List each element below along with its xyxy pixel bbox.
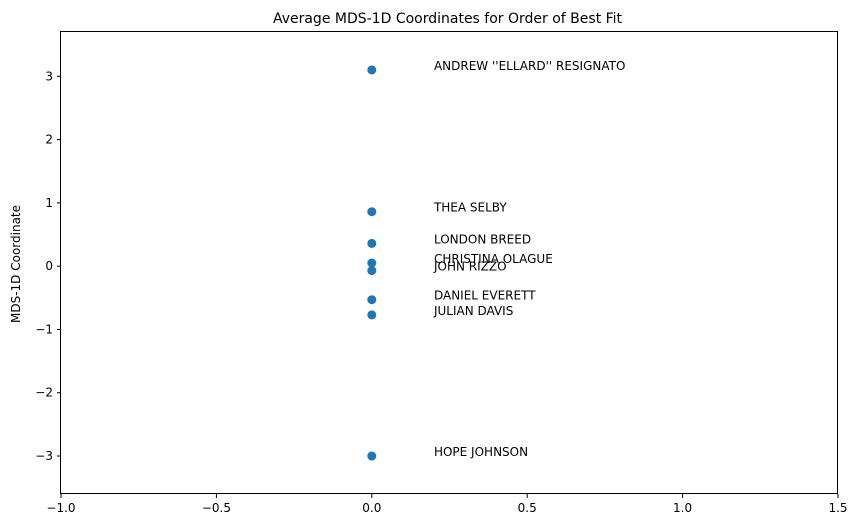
- x-tick-label: 0.0: [362, 501, 381, 515]
- data-point: [367, 295, 377, 305]
- x-tick-label: 0.5: [518, 501, 537, 515]
- x-tick-label: −1.0: [46, 501, 75, 515]
- data-point: [367, 310, 377, 320]
- y-tick-label: 3: [45, 69, 53, 83]
- x-axis: −1.0 −0.5 0.0 0.5 1.0 1.5: [46, 494, 848, 515]
- data-point: [367, 258, 377, 268]
- x-tick-label: −0.5: [202, 501, 231, 515]
- point-label: JULIAN DAVIS: [433, 304, 513, 318]
- data-point: [367, 207, 377, 217]
- data-point: [367, 451, 377, 461]
- point-label: DANIEL EVERETT: [434, 289, 536, 303]
- y-tick-label: −1: [35, 322, 53, 336]
- data-point: [367, 65, 377, 75]
- x-tick-label: 1.0: [673, 501, 692, 515]
- y-tick-label: −2: [35, 386, 53, 400]
- point-label: ANDREW ''ELLARD'' RESIGNATO: [434, 59, 625, 73]
- data-point: [367, 266, 377, 276]
- y-tick-label: 0: [45, 259, 53, 273]
- point-label: HOPE JOHNSON: [434, 445, 528, 459]
- y-axis: −3 −2 −1 0 1 2 3: [35, 69, 61, 463]
- y-tick-label: −3: [35, 449, 53, 463]
- point-label: LONDON BREED: [434, 232, 531, 246]
- y-axis-label: MDS-1D Coordinate: [9, 205, 23, 323]
- chart-title: Average MDS-1D Coordinates for Order of …: [273, 11, 623, 27]
- point-label: CHRISTINA OLAGUE: [434, 252, 553, 266]
- y-tick-label: 1: [45, 196, 53, 210]
- y-tick-label: 2: [45, 133, 53, 147]
- data-point: [367, 238, 377, 248]
- point-label: JOHN RIZZO: [433, 260, 507, 274]
- point-label: THEA SELBY: [433, 201, 507, 215]
- plot-marks: ANDREW ''ELLARD'' RESIGNATO THEA SELBY LON…: [367, 59, 625, 461]
- x-tick-label: 1.5: [828, 501, 847, 515]
- plot-frame: [60, 31, 838, 494]
